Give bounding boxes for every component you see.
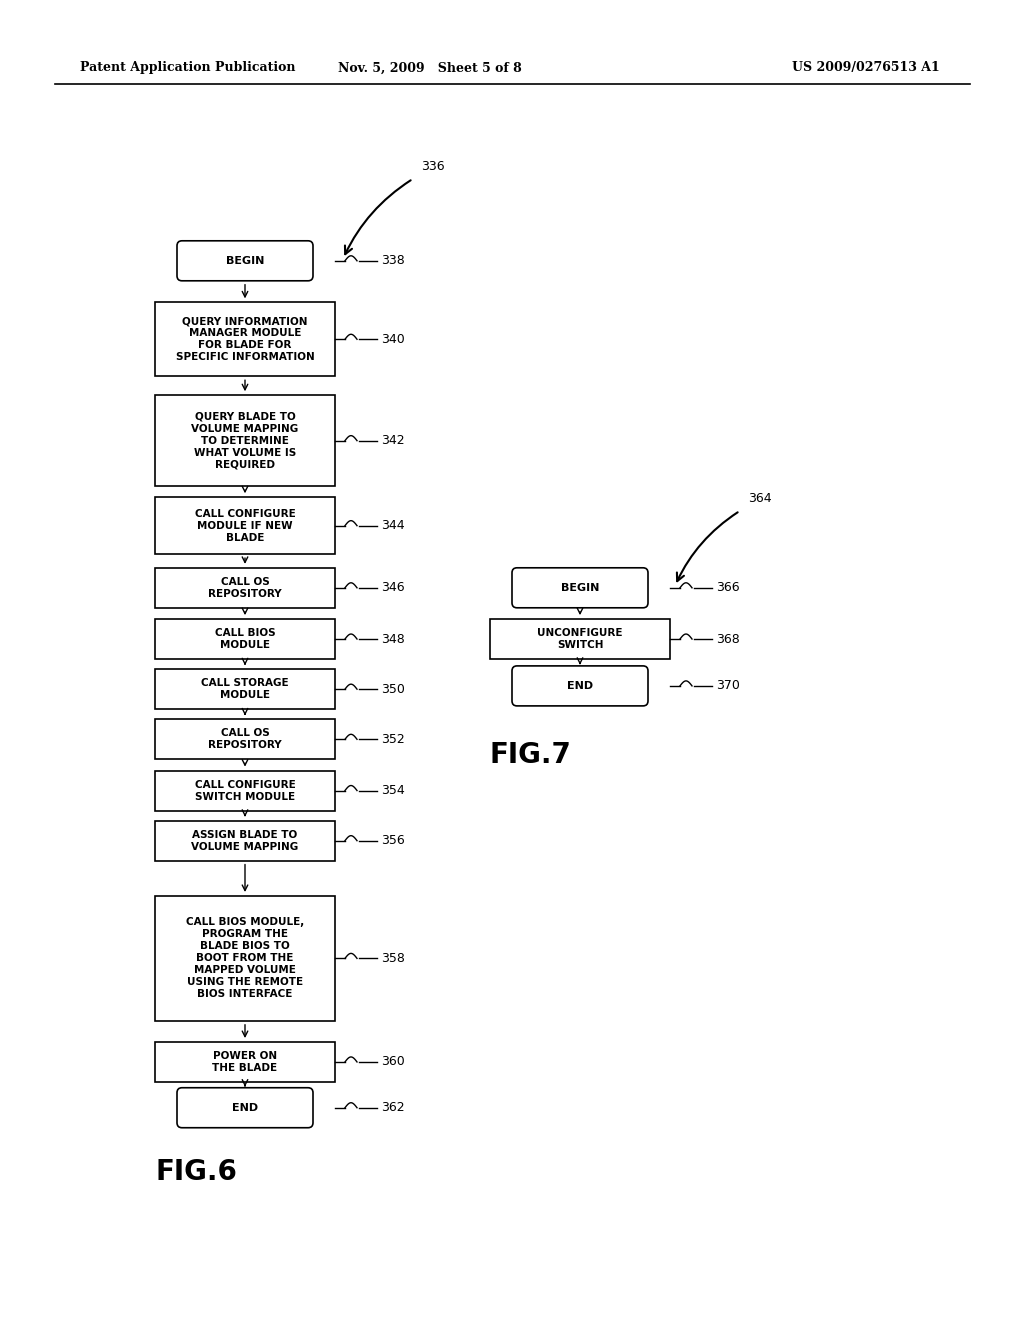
- Text: 344: 344: [381, 519, 404, 532]
- FancyBboxPatch shape: [155, 498, 335, 554]
- Text: END: END: [567, 681, 593, 690]
- Text: CALL BIOS
MODULE: CALL BIOS MODULE: [215, 628, 275, 649]
- Text: CALL STORAGE
MODULE: CALL STORAGE MODULE: [201, 678, 289, 700]
- FancyBboxPatch shape: [490, 619, 670, 659]
- Text: 350: 350: [381, 682, 404, 696]
- FancyBboxPatch shape: [155, 896, 335, 1020]
- Text: QUERY BLADE TO
VOLUME MAPPING
TO DETERMINE
WHAT VOLUME IS
REQUIRED: QUERY BLADE TO VOLUME MAPPING TO DETERMI…: [191, 412, 299, 470]
- Text: 342: 342: [381, 434, 404, 447]
- Text: 348: 348: [381, 632, 404, 645]
- Text: 346: 346: [381, 581, 404, 594]
- Text: US 2009/0276513 A1: US 2009/0276513 A1: [793, 62, 940, 74]
- Text: 370: 370: [716, 680, 740, 693]
- Text: CALL CONFIGURE
SWITCH MODULE: CALL CONFIGURE SWITCH MODULE: [195, 780, 295, 801]
- FancyBboxPatch shape: [512, 568, 648, 607]
- FancyBboxPatch shape: [155, 821, 335, 861]
- Text: CALL BIOS MODULE,
PROGRAM THE
BLADE BIOS TO
BOOT FROM THE
MAPPED VOLUME
USING TH: CALL BIOS MODULE, PROGRAM THE BLADE BIOS…: [186, 917, 304, 999]
- Text: Nov. 5, 2009   Sheet 5 of 8: Nov. 5, 2009 Sheet 5 of 8: [338, 62, 522, 74]
- Text: Patent Application Publication: Patent Application Publication: [80, 62, 296, 74]
- Text: 352: 352: [381, 733, 404, 746]
- Text: BEGIN: BEGIN: [561, 583, 599, 593]
- FancyBboxPatch shape: [155, 395, 335, 486]
- Text: 338: 338: [381, 255, 404, 267]
- Text: 366: 366: [716, 581, 739, 594]
- Text: POWER ON
THE BLADE: POWER ON THE BLADE: [212, 1051, 278, 1073]
- Text: 362: 362: [381, 1101, 404, 1114]
- Text: QUERY INFORMATION
MANAGER MODULE
FOR BLADE FOR
SPECIFIC INFORMATION: QUERY INFORMATION MANAGER MODULE FOR BLA…: [176, 317, 314, 362]
- Text: 360: 360: [381, 1056, 404, 1068]
- Text: 340: 340: [381, 333, 404, 346]
- FancyBboxPatch shape: [512, 665, 648, 706]
- FancyBboxPatch shape: [155, 669, 335, 709]
- FancyBboxPatch shape: [155, 719, 335, 759]
- Text: UNCONFIGURE
SWITCH: UNCONFIGURE SWITCH: [538, 628, 623, 649]
- Text: CALL OS
REPOSITORY: CALL OS REPOSITORY: [208, 577, 282, 599]
- FancyBboxPatch shape: [155, 302, 335, 376]
- Text: 356: 356: [381, 834, 404, 847]
- Text: END: END: [232, 1102, 258, 1113]
- Text: 364: 364: [748, 492, 772, 506]
- FancyBboxPatch shape: [177, 240, 313, 281]
- FancyBboxPatch shape: [177, 1088, 313, 1127]
- FancyBboxPatch shape: [155, 619, 335, 659]
- Text: CALL CONFIGURE
MODULE IF NEW
BLADE: CALL CONFIGURE MODULE IF NEW BLADE: [195, 508, 295, 543]
- FancyBboxPatch shape: [155, 568, 335, 607]
- Text: BEGIN: BEGIN: [226, 256, 264, 265]
- Text: 336: 336: [421, 160, 444, 173]
- FancyBboxPatch shape: [155, 1041, 335, 1082]
- FancyBboxPatch shape: [155, 771, 335, 810]
- Text: FIG.7: FIG.7: [490, 741, 571, 768]
- Text: 354: 354: [381, 784, 404, 797]
- Text: CALL OS
REPOSITORY: CALL OS REPOSITORY: [208, 729, 282, 750]
- Text: ASSIGN BLADE TO
VOLUME MAPPING: ASSIGN BLADE TO VOLUME MAPPING: [191, 830, 299, 851]
- Text: FIG.6: FIG.6: [155, 1158, 237, 1185]
- Text: 358: 358: [381, 952, 404, 965]
- Text: 368: 368: [716, 632, 739, 645]
